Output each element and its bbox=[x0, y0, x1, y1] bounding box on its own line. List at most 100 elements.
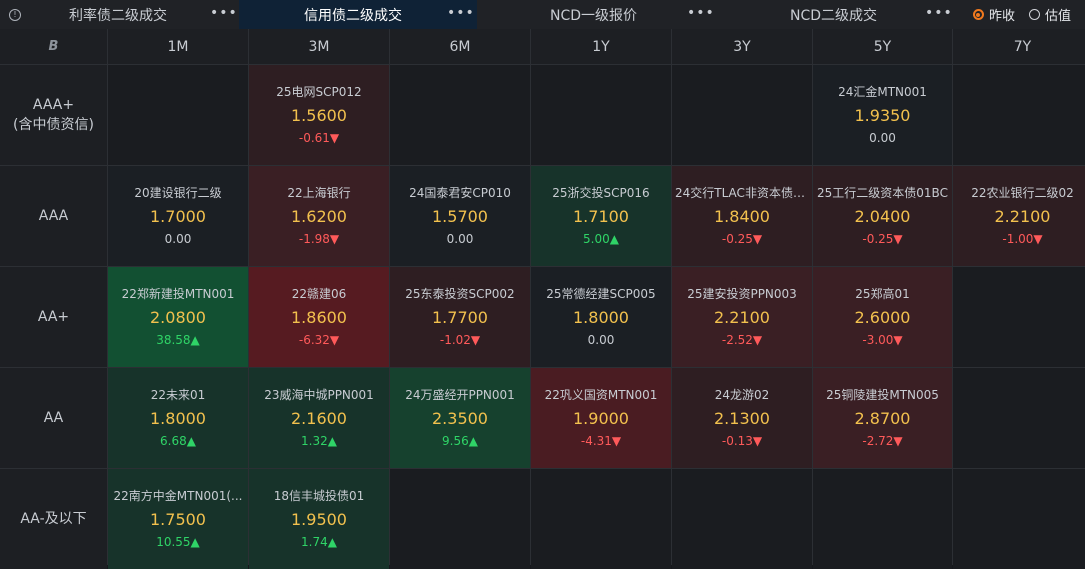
bond-cell[interactable]: 22南方中金MTN001(... 1.7500 10.55▲ bbox=[108, 469, 248, 569]
yield-change: -6.32▼ bbox=[298, 333, 340, 347]
bond-cell[interactable]: 22赣建06 1.8600 -6.32▼ bbox=[249, 267, 389, 367]
tab-label: NCD二级成交 bbox=[790, 7, 878, 24]
bond-cell[interactable]: 24龙游02 2.1300 -0.13▼ bbox=[672, 368, 812, 468]
yield-change: 6.68▲ bbox=[160, 434, 196, 448]
yield-change: 0.00 bbox=[446, 232, 474, 246]
row-header-label: AA+ bbox=[38, 307, 69, 327]
row-header-rating: AA bbox=[0, 368, 107, 468]
empty-cell bbox=[672, 65, 812, 165]
column-header-1y[interactable]: 1Y bbox=[531, 29, 671, 64]
yield-change: -3.00▼ bbox=[862, 333, 903, 347]
bond-yield: 1.8000 bbox=[150, 409, 206, 428]
bond-cell[interactable]: 22上海银行 1.6200 -1.98▼ bbox=[249, 166, 389, 266]
top-tab-bar: ! 利率债二级成交 ••• 信用债二级成交 ••• NCD一级报价 ••• NC… bbox=[0, 0, 1085, 30]
column-header-3m[interactable]: 3M bbox=[249, 29, 389, 64]
tab-rate-bond-secondary[interactable]: 利率债二级成交 ••• bbox=[27, 0, 239, 29]
radio-unselected-icon[interactable] bbox=[1028, 9, 1040, 20]
bond-name: 20建设银行二级 bbox=[134, 186, 222, 200]
yield-change: 5.00▲ bbox=[583, 232, 619, 246]
yield-change: 1.32▲ bbox=[301, 434, 337, 448]
yield-change: -0.25▼ bbox=[862, 232, 903, 246]
radio-selected-icon[interactable] bbox=[972, 9, 984, 20]
radio-valuation[interactable]: 估值 bbox=[1028, 5, 1071, 24]
yield-change: 0.00 bbox=[164, 232, 192, 246]
bond-name: 24汇金MTN001 bbox=[838, 85, 927, 99]
bond-cell[interactable]: 22未来01 1.8000 6.68▲ bbox=[108, 368, 248, 468]
bond-cell[interactable]: 25电网SCP012 1.5600 -0.61▼ bbox=[249, 65, 389, 165]
more-options-icon[interactable]: ••• bbox=[210, 5, 238, 21]
more-options-icon[interactable]: ••• bbox=[925, 5, 953, 21]
yield-change: 9.56▲ bbox=[442, 434, 478, 448]
bond-cell[interactable]: 18信丰城投债01 1.9500 1.74▲ bbox=[249, 469, 389, 569]
bond-name: 25工行二级资本债01BC bbox=[817, 186, 948, 200]
bond-cell[interactable]: 24万盛经开PPN001 2.3500 9.56▲ bbox=[390, 368, 530, 468]
tab-ncd-primary-quote[interactable]: NCD一级报价 ••• bbox=[477, 0, 718, 29]
yield-change: 0.00 bbox=[587, 333, 615, 347]
bond-yield: 2.0400 bbox=[854, 207, 911, 226]
tab-credit-bond-secondary[interactable]: 信用债二级成交 ••• bbox=[239, 0, 477, 29]
radio-label: 昨收 bbox=[988, 9, 1015, 24]
bond-cell[interactable]: 22农业银行二级02 2.2100 -1.00▼ bbox=[953, 166, 1085, 266]
bond-name: 22上海银行 bbox=[287, 186, 351, 200]
bond-name: 23威海中城PPN001 bbox=[264, 388, 374, 402]
tab-ncd-secondary[interactable]: NCD二级成交 ••• bbox=[718, 0, 953, 29]
column-header-6m[interactable]: 6M bbox=[390, 29, 530, 64]
bond-cell[interactable]: 25浙交投SCP016 1.7100 5.00▲ bbox=[531, 166, 671, 266]
bond-name: 22农业银行二级02 bbox=[971, 186, 1074, 200]
bond-yield: 1.9500 bbox=[291, 510, 347, 529]
empty-cell bbox=[108, 65, 248, 165]
bond-name: 25铜陵建投MTN005 bbox=[826, 388, 939, 402]
radio-prev-close[interactable]: 昨收 bbox=[972, 5, 1015, 24]
bond-name: 25浙交投SCP016 bbox=[552, 186, 650, 200]
bond-name: 22南方中金MTN001(... bbox=[113, 489, 243, 503]
bond-logo-icon: B bbox=[48, 39, 59, 54]
bond-cell[interactable]: 22郑新建投MTN001 2.0800 38.58▲ bbox=[108, 267, 248, 367]
bond-cell[interactable]: 24汇金MTN001 1.9350 0.00 bbox=[813, 65, 952, 165]
bond-name: 25东泰投资SCP002 bbox=[405, 287, 515, 301]
empty-cell bbox=[953, 65, 1085, 165]
bond-name: 24交行TLAC非资本债0... bbox=[675, 186, 809, 200]
bond-cell[interactable]: 22巩义国资MTN001 1.9000 -4.31▼ bbox=[531, 368, 671, 468]
empty-cell bbox=[672, 469, 812, 569]
bond-name: 22未来01 bbox=[150, 388, 206, 402]
bond-yield: 2.0800 bbox=[150, 308, 206, 327]
info-icon[interactable]: ! bbox=[9, 8, 21, 21]
bond-name: 24万盛经开PPN001 bbox=[405, 388, 515, 402]
column-header-5y[interactable]: 5Y bbox=[813, 29, 952, 64]
bond-name: 25郑高01 bbox=[855, 287, 910, 301]
empty-cell bbox=[390, 65, 530, 165]
column-header-3y[interactable]: 3Y bbox=[672, 29, 812, 64]
tab-label: 利率债二级成交 bbox=[69, 7, 167, 24]
bond-yield: 2.1300 bbox=[714, 409, 770, 428]
bond-yield: 1.5600 bbox=[291, 106, 347, 125]
bond-cell[interactable]: 23威海中城PPN001 2.1600 1.32▲ bbox=[249, 368, 389, 468]
bond-yield: 2.2100 bbox=[714, 308, 770, 327]
yield-change: -2.72▼ bbox=[862, 434, 903, 448]
rating-label: AA+ bbox=[37, 309, 70, 325]
bond-yield: 2.6000 bbox=[854, 308, 911, 327]
price-basis-radio-group: 昨收 估值 bbox=[972, 0, 1085, 29]
bond-cell[interactable]: 25工行二级资本债01BC 2.0400 -0.25▼ bbox=[813, 166, 952, 266]
more-options-icon[interactable]: ••• bbox=[447, 5, 475, 21]
column-header-1m[interactable]: 1M bbox=[108, 29, 248, 64]
rating-label: AA bbox=[43, 410, 64, 426]
bond-cell[interactable]: 25常德经建SCP005 1.8000 0.00 bbox=[531, 267, 671, 367]
bond-cell[interactable]: 25郑高01 2.6000 -3.00▼ bbox=[813, 267, 952, 367]
bond-cell[interactable]: 25铜陵建投MTN005 2.8700 -2.72▼ bbox=[813, 368, 952, 468]
bond-cell[interactable]: 24国泰君安CP010 1.5700 0.00 bbox=[390, 166, 530, 266]
more-options-icon[interactable]: ••• bbox=[687, 5, 715, 21]
yield-change: -0.61▼ bbox=[298, 131, 340, 145]
bond-cell[interactable]: 25建安投资PPN003 2.2100 -2.52▼ bbox=[672, 267, 812, 367]
bond-cell[interactable]: 25东泰投资SCP002 1.7700 -1.02▼ bbox=[390, 267, 530, 367]
row-header-rating: AAA bbox=[0, 166, 107, 266]
bond-name: 22赣建06 bbox=[291, 287, 347, 301]
bond-name: 24龙游02 bbox=[714, 388, 770, 402]
column-header-7y[interactable]: 7Y bbox=[953, 29, 1085, 64]
radio-label: 估值 bbox=[1044, 9, 1071, 24]
bond-yield: 2.2100 bbox=[994, 207, 1051, 226]
bond-yield: 2.8700 bbox=[854, 409, 911, 428]
row-header-rating: AA-及以下 bbox=[0, 469, 107, 569]
bond-cell[interactable]: 24交行TLAC非资本债0... 1.8400 -0.25▼ bbox=[672, 166, 812, 266]
bond-yield: 1.7700 bbox=[432, 308, 488, 327]
bond-cell[interactable]: 20建设银行二级 1.7000 0.00 bbox=[108, 166, 248, 266]
